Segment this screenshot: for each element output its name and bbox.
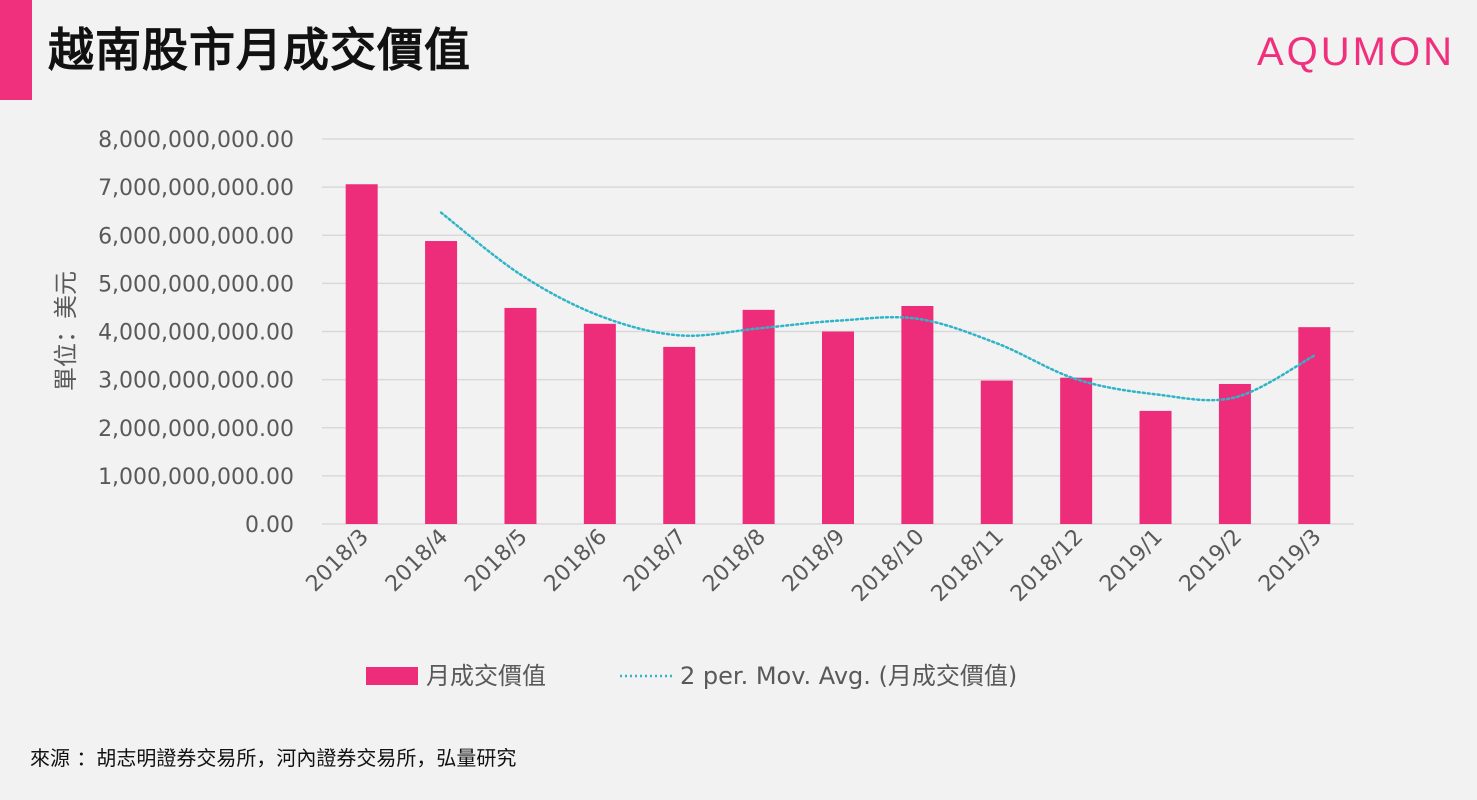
bar [345, 184, 378, 525]
y-tick-label: 0.00 [245, 513, 294, 538]
x-tick-label: 2018/10 [847, 525, 929, 607]
legend: 月成交價值 2 per. Mov. Avg. (月成交價值) [366, 662, 1017, 690]
y-tick-label: 1,000,000,000.00 [98, 465, 294, 490]
y-tick-label: 8,000,000,000.00 [98, 128, 294, 153]
x-tick-label: 2018/12 [1006, 525, 1088, 607]
x-tick-label: 2019/2 [1175, 525, 1247, 597]
y-tick-label: 6,000,000,000.00 [98, 224, 294, 249]
x-tick-label: 2018/5 [460, 525, 532, 597]
bars [345, 184, 1331, 525]
legend-line-label: 2 per. Mov. Avg. (月成交價值) [680, 662, 1017, 690]
x-tick-label: 2018/4 [381, 525, 453, 597]
page-title: 越南股市月成交價值 [48, 23, 471, 77]
bar [1298, 327, 1331, 524]
y-tick-label: 4,000,000,000.00 [98, 321, 294, 346]
bar [980, 380, 1013, 524]
y-tick-label: 2,000,000,000.00 [98, 417, 294, 442]
bar [1139, 410, 1172, 524]
y-axis-title: 單位：美元 [52, 271, 80, 391]
bar [504, 307, 537, 524]
y-tick-label: 7,000,000,000.00 [98, 176, 294, 201]
bar [742, 309, 775, 524]
bar [822, 331, 854, 524]
x-axis-ticks: 2018/3 2018/4 2018/5 2018/6 2018/7 2018/8 2018… [302, 525, 1327, 607]
moving-average-line [439, 211, 1316, 402]
x-tick-label: 2019/3 [1254, 525, 1326, 597]
bar [901, 305, 934, 524]
x-tick-label: 2019/1 [1095, 525, 1167, 597]
x-tick-label: 2018/7 [619, 525, 691, 597]
chart: 0.00 1,000,000,000.00 2,000,000,000.00 3,00… [52, 128, 1354, 690]
bar [1060, 377, 1093, 524]
bar [425, 241, 458, 524]
x-tick-label: 2018/6 [540, 525, 612, 597]
y-tick-label: 3,000,000,000.00 [98, 369, 294, 394]
bar [583, 323, 616, 524]
y-tick-label: 5,000,000,000.00 [98, 272, 294, 297]
x-tick-label: 2018/3 [302, 525, 374, 597]
legend-bar-swatch [366, 667, 418, 685]
x-tick-label: 2018/9 [778, 525, 850, 597]
moving-average-series [439, 211, 1316, 402]
x-tick-label: 2018/11 [927, 525, 1009, 607]
title-accent-bar [0, 0, 32, 100]
bar [1218, 383, 1251, 524]
y-axis-ticks: 0.00 1,000,000,000.00 2,000,000,000.00 3,00… [98, 128, 294, 538]
x-tick-label: 2018/8 [698, 525, 770, 597]
bar [663, 346, 696, 524]
aqumon-logo: AQUMON [1257, 30, 1455, 74]
legend-bar-label: 月成交價值 [426, 662, 546, 690]
source-note: 來源 ：胡志明證券交易所，河內證券交易所，弘量研究 [30, 746, 517, 770]
